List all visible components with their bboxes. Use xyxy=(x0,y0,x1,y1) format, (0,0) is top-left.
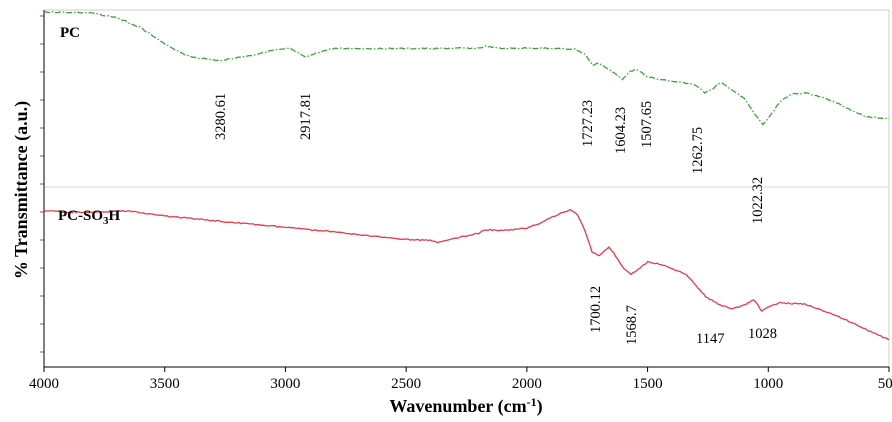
y-axis-title: % Transmittance (a.u.) xyxy=(11,101,32,279)
peak-label: 1147 xyxy=(696,331,724,347)
peak-label: 1507.65 xyxy=(639,101,655,148)
x-tick-label: 4000 xyxy=(29,376,59,392)
series-group xyxy=(43,10,890,341)
peak-label: 1022.32 xyxy=(750,177,766,224)
peak-label: 1700.12 xyxy=(588,286,604,333)
x-axis-title: Wavenumber (cm-1) xyxy=(389,395,542,417)
pc-so3h-peak-labels: 1700.12 1568.7 1147 1028 xyxy=(588,286,777,347)
x-tick-label: 2000 xyxy=(512,376,542,392)
series-line-pc-so3h xyxy=(43,208,890,341)
series-label-pc: PC xyxy=(60,25,80,41)
x-tick-label: 3500 xyxy=(150,376,180,392)
peak-label: 1604.23 xyxy=(613,107,629,154)
series-line-pc xyxy=(43,10,890,126)
peak-label: 1028 xyxy=(748,326,777,342)
x-ticks: 4000 3500 3000 2500 2000 1500 1000 500 xyxy=(29,367,892,392)
peak-label: 2917.81 xyxy=(298,93,314,140)
x-tick-label: 3000 xyxy=(270,376,300,392)
peak-label: 1727.23 xyxy=(580,100,596,147)
x-tick-label: 500 xyxy=(878,376,892,392)
peak-label: 1262.75 xyxy=(690,127,706,174)
x-tick-label: 1000 xyxy=(753,376,783,392)
x-tick-label: 1500 xyxy=(633,376,663,392)
x-tick-label: 2500 xyxy=(391,376,421,392)
series-label-pc-so3h: PC-SO3H xyxy=(58,208,121,227)
pc-peak-labels: 3280.61 2917.81 1727.23 1604.23 1507.65 … xyxy=(213,93,766,224)
peak-label: 1568.7 xyxy=(624,305,640,345)
peak-label: 3280.61 xyxy=(213,93,229,140)
y-minor-ticks xyxy=(40,15,44,353)
